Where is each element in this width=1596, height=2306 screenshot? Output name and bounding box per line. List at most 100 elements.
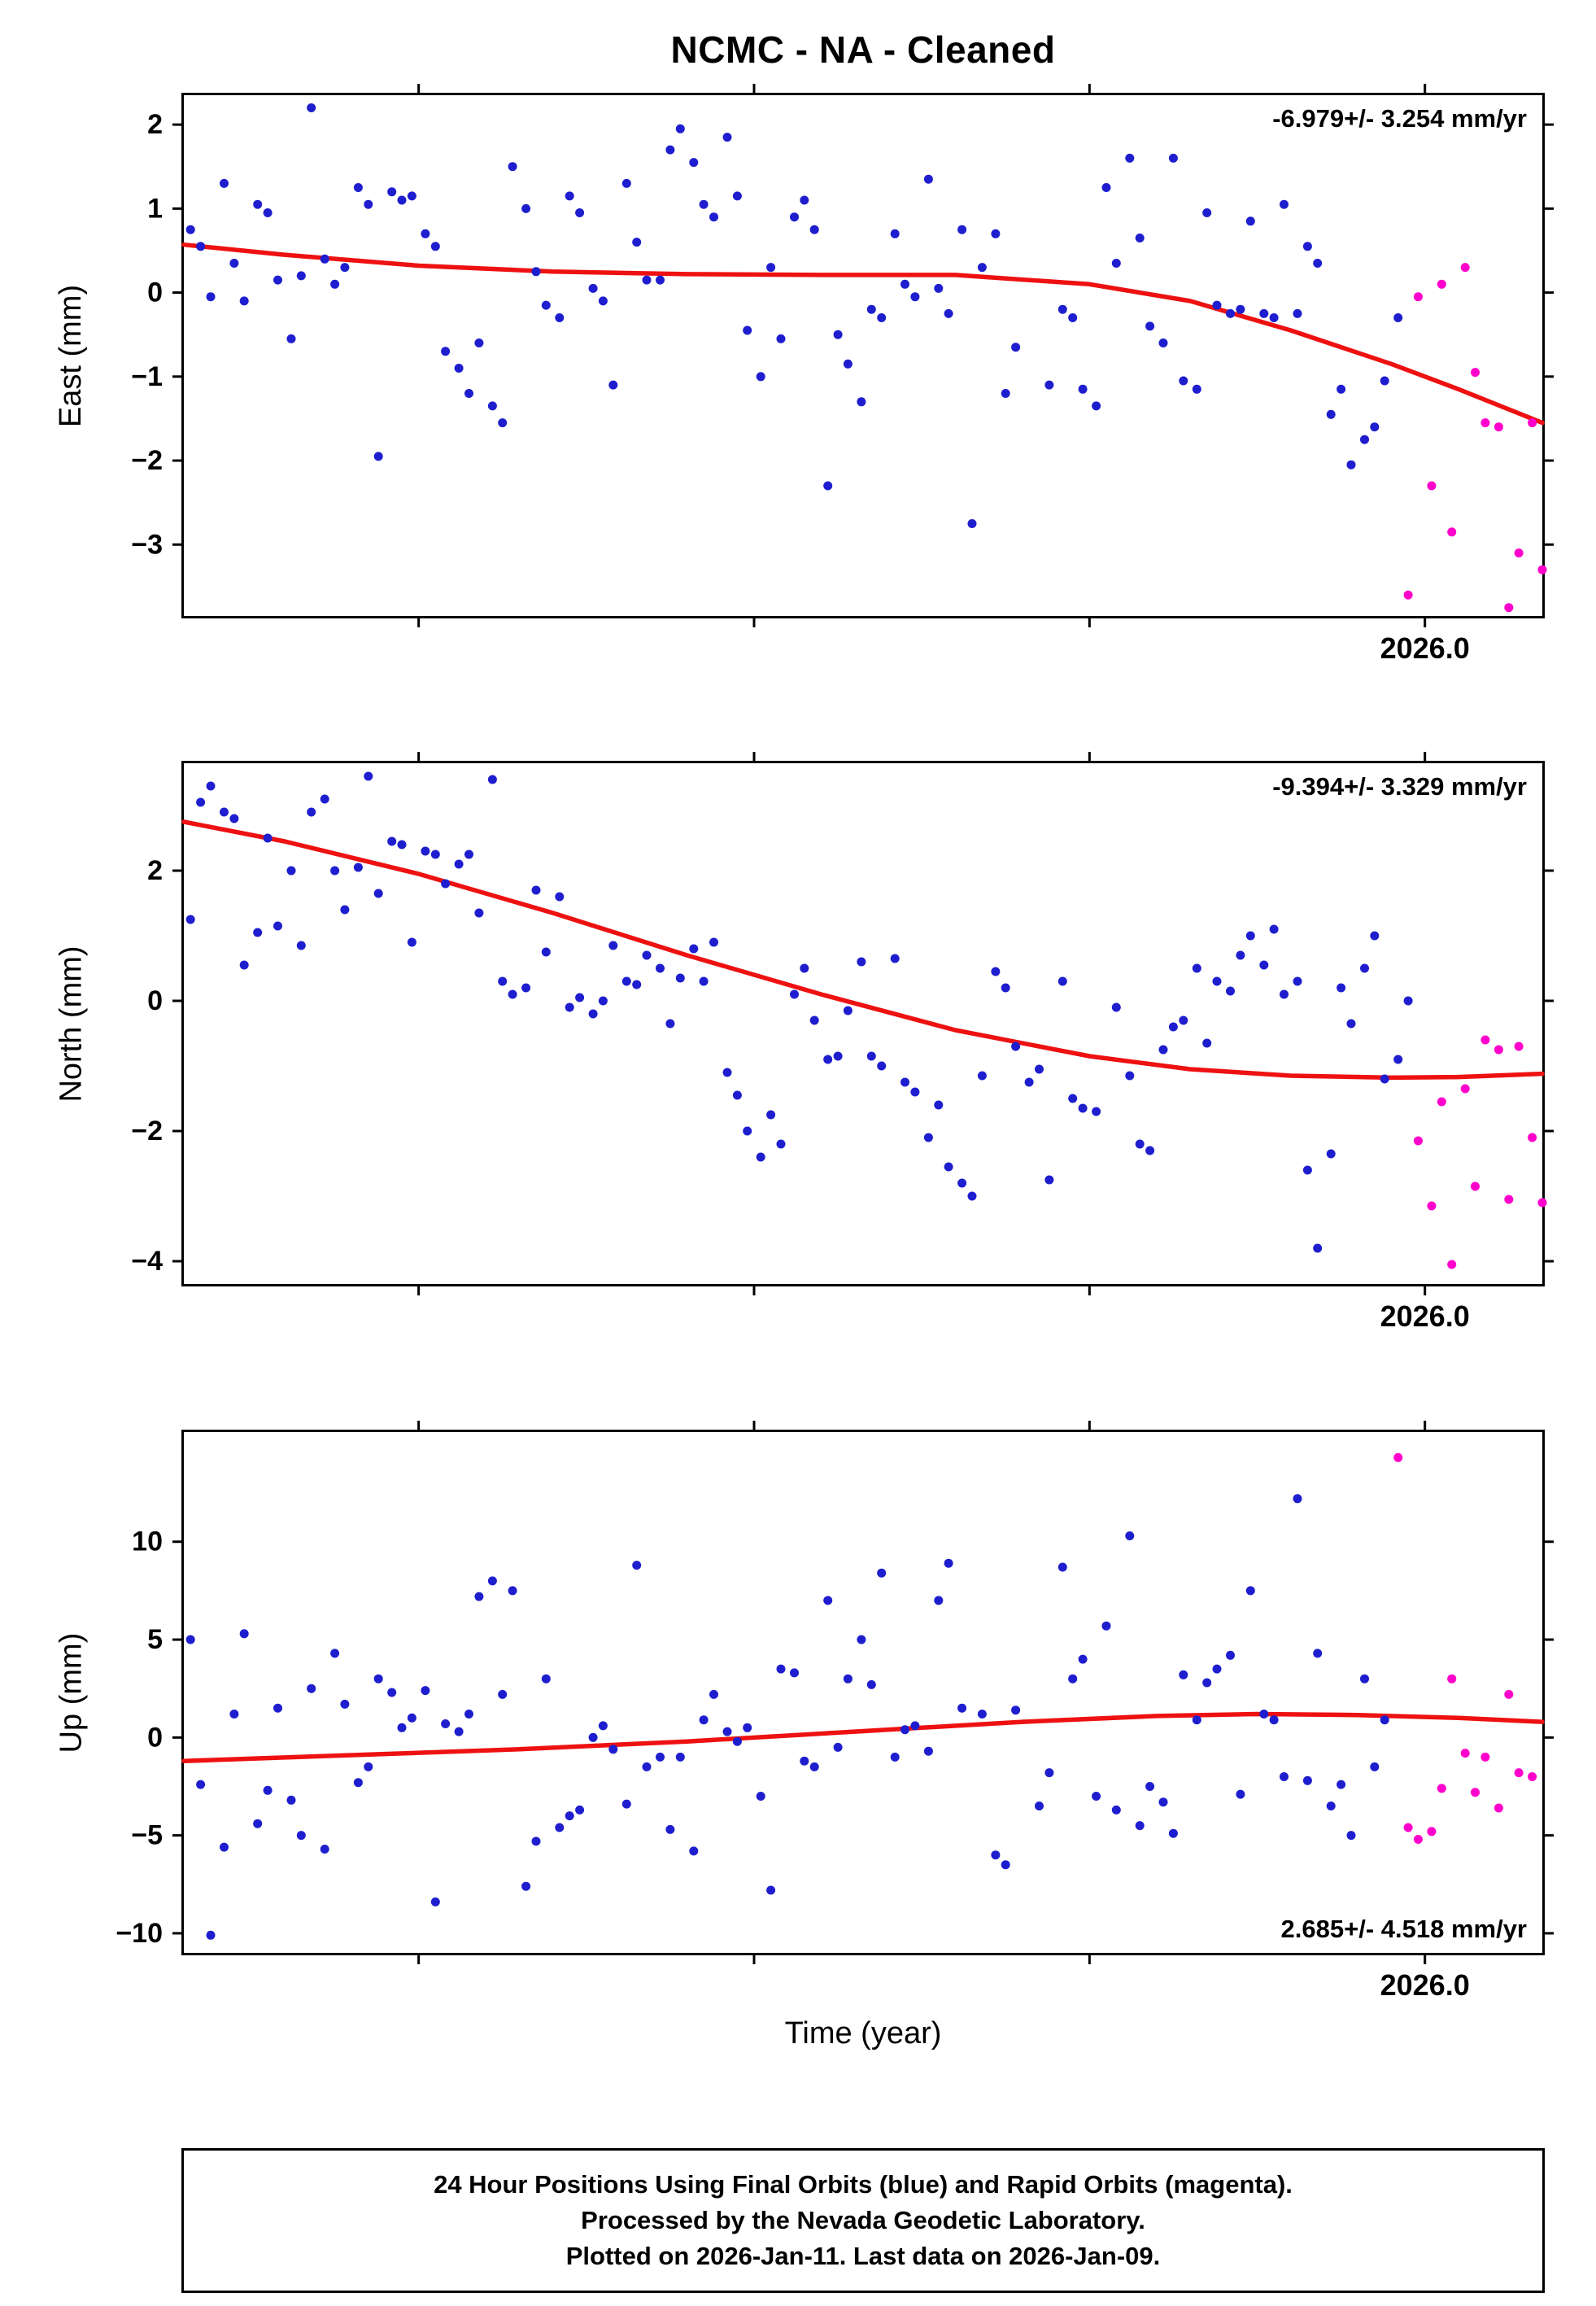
data-point-final [608,941,618,950]
data-point-final [1145,1146,1155,1155]
data-point-final [967,519,977,528]
data-point-final [263,1785,273,1795]
data-point-final [890,1752,900,1762]
data-point-final [732,1736,742,1746]
data-point-rapid [1393,1452,1403,1462]
data-point-final [1226,308,1235,318]
trend-line [181,819,1545,1081]
y-tick-label: 0 [147,1722,163,1753]
data-point-final [1044,1768,1054,1778]
data-point-final [991,967,1001,976]
data-point-final [286,866,296,876]
data-point-final [206,1930,216,1940]
data-point-final [229,1710,239,1719]
data-point-final [843,1674,853,1684]
data-point-final [934,283,944,293]
data-point-final [1092,1792,1101,1801]
data-point-final [790,1668,799,1678]
data-point-final [977,1071,987,1081]
data-point-final [1245,931,1255,941]
y-tick-label: −2 [131,445,163,476]
data-point-final [1168,153,1178,163]
data-point-final [1145,1782,1155,1791]
data-point-final [823,481,833,491]
data-point-final [800,963,809,973]
data-point-final [340,1699,350,1709]
data-point-final [1370,931,1380,941]
data-point-final [1168,1022,1178,1032]
data-point-final [441,347,451,356]
data-point-final [1044,1175,1054,1185]
data-point-final [1346,1831,1356,1841]
data-point-final [1236,304,1245,314]
data-point-final [1370,1762,1380,1771]
data-point-final [1202,1038,1212,1048]
data-point-final [464,389,473,398]
y-tick-label: 10 [132,1526,163,1557]
data-point-final [1125,1531,1135,1540]
data-point-final [756,1792,765,1801]
y-tick-label: −2 [131,1116,163,1146]
y-tick-label: 5 [147,1624,163,1655]
north-axis-label: North (mm) [54,945,89,1103]
data-point-final [220,807,229,817]
data-point-final [699,199,709,209]
data-point-final [565,1811,574,1821]
data-point-rapid [1514,1042,1524,1051]
data-point-final [1302,1165,1312,1175]
data-point-final [487,1576,497,1586]
data-point-final [866,1679,876,1689]
data-point-final [1337,384,1346,394]
data-point-final [441,1719,451,1728]
east-plot-area: −3 −2 −1 0 1 2 2026.0 [131,84,1554,665]
data-point-final [407,937,416,947]
data-point-final [229,814,239,823]
data-point-final [991,229,1001,238]
data-point-rapid [1437,1784,1446,1793]
data-point-final [1111,1002,1121,1012]
data-point-final [910,292,920,302]
east-rate-annotation: -6.979+/- 3.254 mm/yr [1272,104,1527,133]
data-point-rapid [1427,1827,1437,1837]
data-point-final [934,1100,944,1110]
data-point-final [1337,1780,1346,1789]
data-point-final [1202,208,1212,217]
data-point-final [454,364,464,373]
data-point-final [732,191,742,201]
data-point-rapid [1504,1194,1514,1204]
data-point-final [766,263,776,273]
data-point-final [790,212,799,222]
data-point-rapid [1471,1181,1480,1191]
data-point-final [220,1842,229,1852]
data-point-rapid [1504,1689,1514,1699]
up-rate-annotation: 2.685+/- 4.518 mm/yr [1280,1915,1527,1943]
data-point-final [364,771,373,781]
y-tick-label: −3 [131,529,163,560]
data-point-final [1226,1650,1235,1660]
data-point-final [1269,924,1279,934]
data-point-final [421,846,430,856]
data-point-final [1158,338,1168,347]
data-point-final [1393,313,1403,322]
data-point-final [608,380,618,390]
data-point-final [397,195,407,205]
data-point-final [766,1885,776,1895]
data-point-final [675,124,685,133]
data-point-final [307,807,316,817]
data-point-final [1179,1015,1188,1025]
data-point-final [890,229,900,238]
data-point-final [474,1592,484,1601]
data-point-final [1068,1094,1078,1103]
data-point-final [1236,1789,1245,1799]
data-point-final [833,330,843,339]
data-point-rapid [1514,1768,1524,1778]
data-point-final [665,1019,675,1029]
data-point-final [387,836,397,846]
data-point-final [1192,963,1201,973]
data-point-rapid [1471,368,1480,378]
caption-line-dates: Plotted on 2026-Jan-11. Last data on 202… [565,2242,1161,2271]
data-point-rapid [1528,418,1537,428]
data-point-final [722,1727,732,1736]
data-point-final [1179,1670,1188,1679]
data-point-final [1360,1674,1369,1684]
